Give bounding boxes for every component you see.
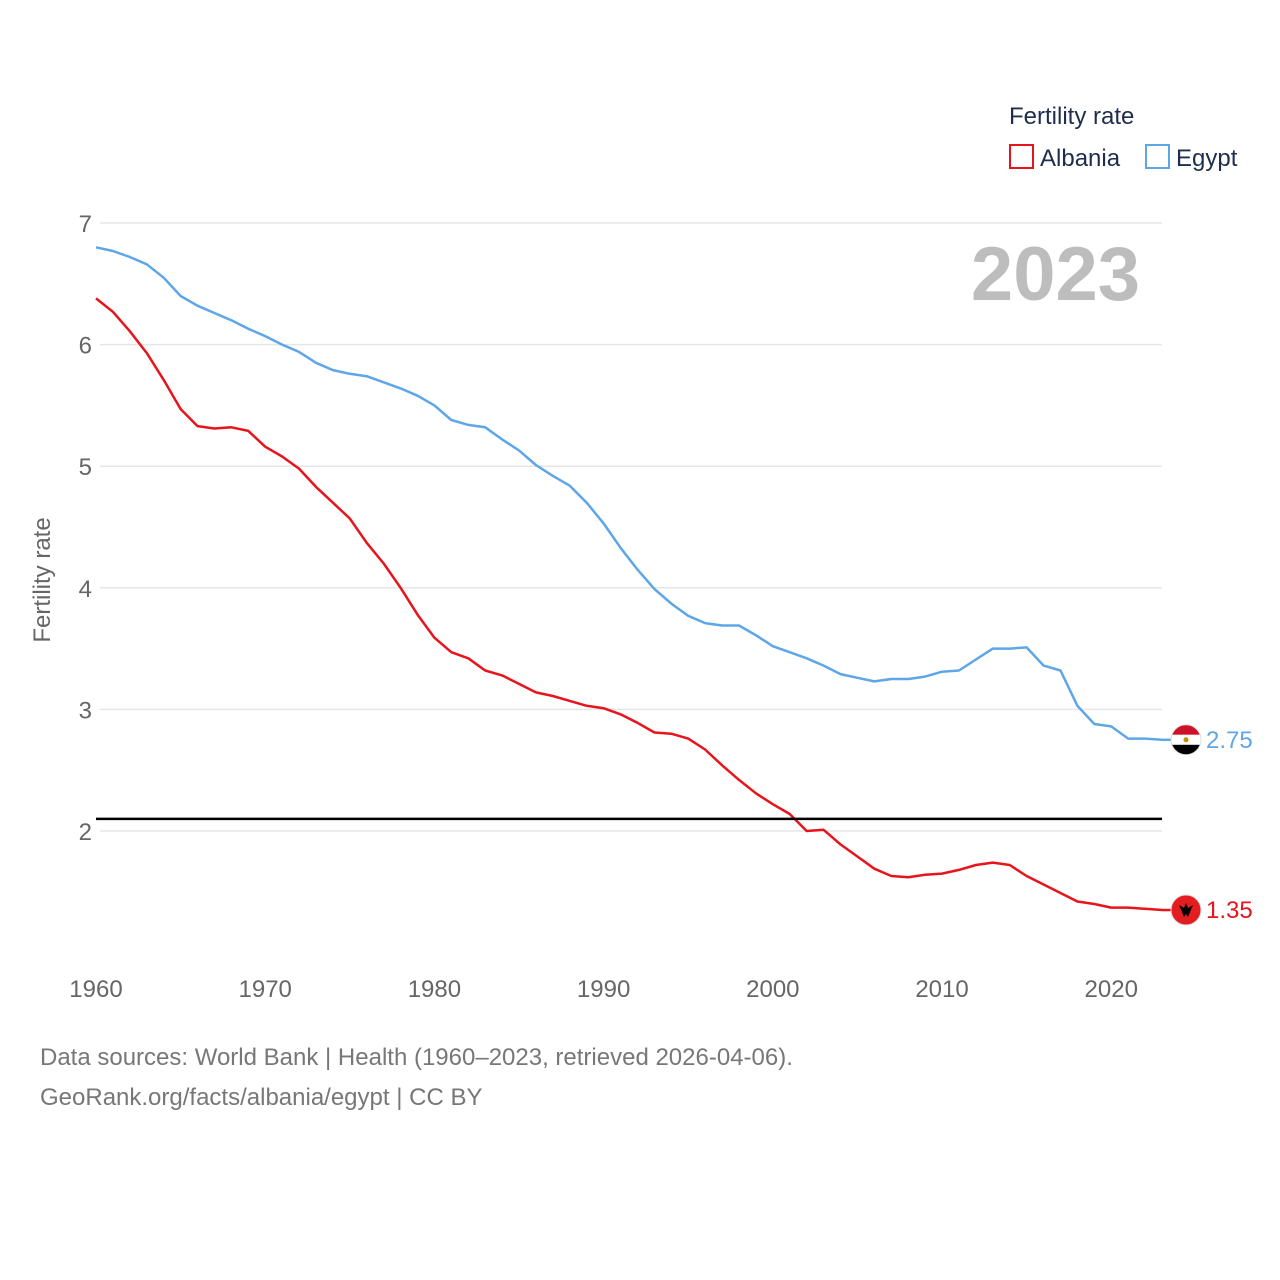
x-axis-ticks: 1960 1970 1980 1990 2000 2010 2020 <box>69 976 1138 1003</box>
x-tick-label: 2020 <box>1085 976 1138 1003</box>
legend-swatch-egypt <box>1145 144 1170 169</box>
x-tick-label: 1960 <box>69 976 122 1003</box>
x-tick-label: 1980 <box>408 976 461 1003</box>
x-tick-label: 2010 <box>915 976 968 1003</box>
legend-label-egypt: Egypt <box>1176 145 1238 172</box>
legend-item-albania[interactable]: Albania <box>1009 144 1121 172</box>
legend-item-egypt[interactable]: Egypt <box>1145 144 1238 172</box>
legend-swatch-albania <box>1009 144 1034 169</box>
grid <box>100 222 1162 832</box>
legend-label-albania: Albania <box>1040 145 1121 172</box>
flag-icon-albania <box>1170 894 1202 926</box>
y-tick-label: 7 <box>79 211 92 238</box>
end-value-label-egypt: 2.75 <box>1206 727 1253 754</box>
series-line-egypt <box>95 246 1163 742</box>
y-tick-label: 5 <box>79 454 92 481</box>
legend: Fertility rate Albania Egypt <box>1009 103 1238 172</box>
source-url: GeoRank.org/facts/albania/egypt | CC BY <box>40 1084 483 1111</box>
series-line-albania <box>95 297 1163 912</box>
y-tick-label: 6 <box>79 333 92 360</box>
current-year-label: 2023 <box>971 232 1140 317</box>
y-axis-ticks: 2 3 4 5 6 7 <box>79 211 92 846</box>
source-note: Data sources: World Bank | Health (1960–… <box>40 1044 793 1071</box>
flag-icon-egypt <box>1170 724 1202 756</box>
x-tick-label: 1990 <box>577 976 630 1003</box>
end-markers: 1.35 2.75 <box>1162 724 1253 926</box>
legend-title: Fertility rate <box>1009 103 1134 130</box>
x-tick-label: 2000 <box>746 976 799 1003</box>
x-tick-label: 1970 <box>239 976 292 1003</box>
y-tick-label: 2 <box>79 819 92 846</box>
series-group <box>95 246 1163 912</box>
y-axis-title: Fertility rate <box>29 517 56 642</box>
y-tick-label: 4 <box>79 576 92 603</box>
y-tick-label: 3 <box>79 697 92 724</box>
end-value-label-albania: 1.35 <box>1206 897 1253 924</box>
